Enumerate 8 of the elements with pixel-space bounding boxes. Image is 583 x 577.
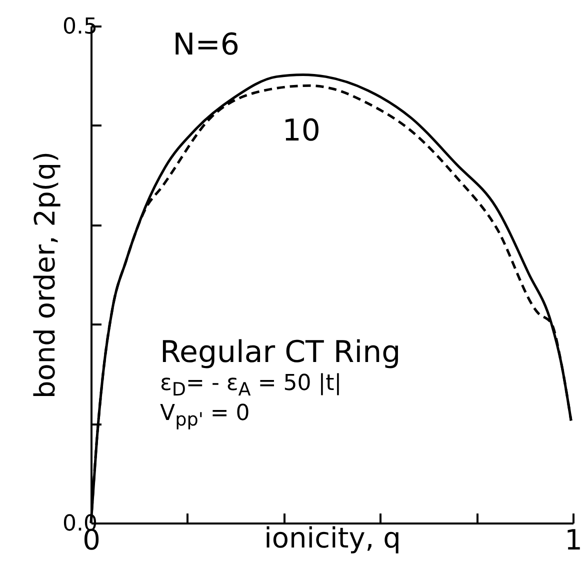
x-axis-title: ionicity, q [264, 522, 401, 554]
annotation: Regular CT Ring [160, 335, 401, 371]
x-tick-label: 1 [564, 524, 582, 556]
annotation: V$_{pp'}$ = 0 [160, 401, 251, 432]
y-axis-title: bond order, 2p(q) [28, 152, 62, 398]
series-label: 10 [282, 114, 320, 149]
series-label: N=6 [172, 28, 240, 63]
annotation: ε$_{D}$= - ε$_{A}$ = 50 |t| [160, 371, 343, 402]
